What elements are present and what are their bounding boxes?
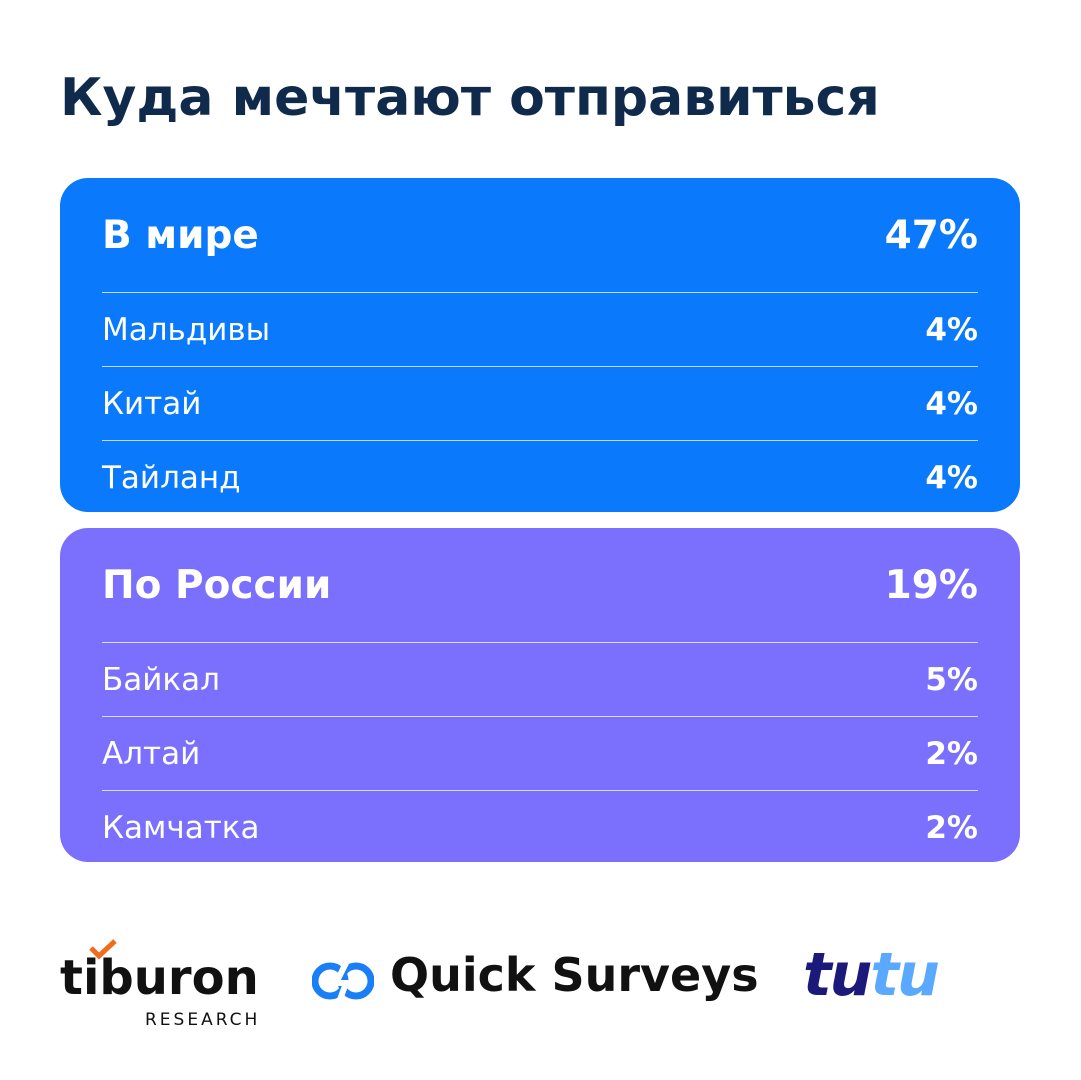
section-heading: В мире [102,212,259,258]
row-label: Тайланд [102,459,241,496]
row-value: 4% [925,311,978,348]
logo-tutu: tutu [803,940,940,1010]
row: Китай 4% [102,366,978,440]
row-value: 2% [925,809,978,846]
row: Камчатка 2% [102,790,978,864]
tick-icon [89,939,117,960]
row-value: 5% [925,661,978,698]
section-heading: По России [102,562,332,608]
row: Тайланд 4% [102,440,978,514]
row-label: Алтай [102,735,201,772]
row-label: Мальдивы [102,311,271,348]
logo-tiburon-sub: RESEARCH [145,1010,261,1030]
row-value: 4% [925,385,978,422]
section-card: В мире 47% Мальдивы 4% Китай 4% Тайланд 4% [60,178,1020,512]
row-label: Китай [102,385,202,422]
logo-quick-surveys: Quick Surveys [390,948,759,1002]
row: Байкал 5% [102,642,978,716]
section-header: В мире 47% [102,178,978,292]
section-card: По России 19% Байкал 5% Алтай 2% Камчатка 2% [60,528,1020,862]
row: Алтай 2% [102,716,978,790]
row-label: Байкал [102,661,220,698]
tutu-a: tu [803,940,872,1010]
row-value: 2% [925,735,978,772]
section-total: 19% [884,562,978,608]
section-header: По России 19% [102,528,978,642]
logo-tiburon: tiburon [60,950,259,1006]
row-value: 4% [925,459,978,496]
section-total: 47% [884,212,978,258]
title: Куда мечтают отправиться [60,68,880,128]
row-label: Камчатка [102,809,260,846]
tutu-b: tu [870,940,939,1010]
quick-icon [312,957,374,1007]
row: Мальдивы 4% [102,292,978,366]
